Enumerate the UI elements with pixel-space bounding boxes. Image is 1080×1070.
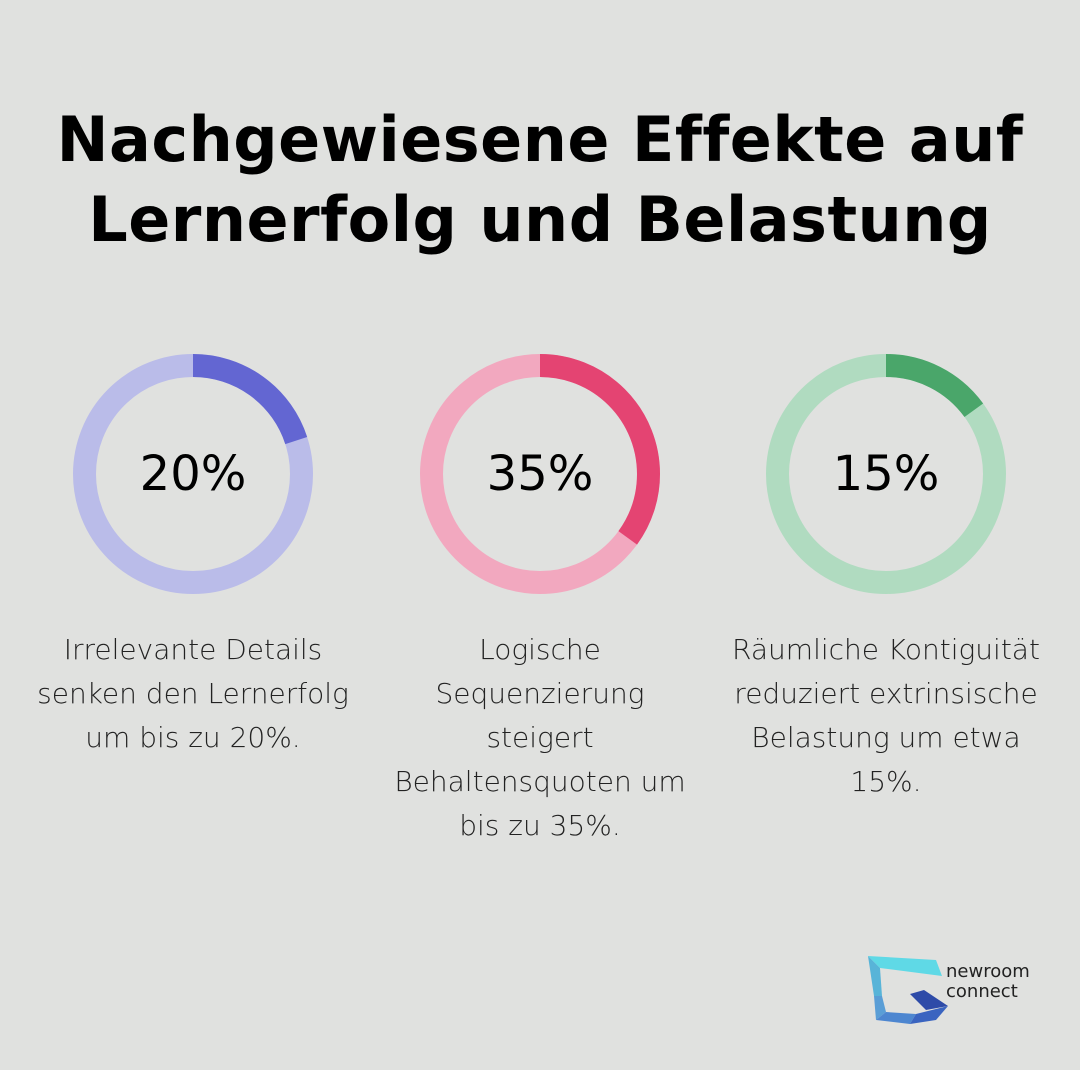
donut-chart: 20% xyxy=(73,354,313,594)
newroom-connect-logo xyxy=(868,956,948,1024)
donut-description: Irrelevante Details senken den Lernerfol… xyxy=(37,633,349,754)
logo-line-2: connect xyxy=(946,981,1018,1002)
donut-percent-label: 20% xyxy=(139,446,247,502)
donut-chart: 35% xyxy=(420,354,660,594)
donut-percent-label: 35% xyxy=(486,446,594,502)
donut-value-arc xyxy=(766,354,1006,594)
donut-chart: 15% xyxy=(766,354,1006,594)
donut-value-arc xyxy=(420,354,660,594)
title-line-2: Lernerfolg und Belastung xyxy=(88,183,992,256)
donut-description: Räumliche Kontiguität reduziert extrinsi… xyxy=(732,633,1040,798)
donut-description: Logische Sequenzierung steigert Behalten… xyxy=(394,633,686,842)
logo-text: newroom connect xyxy=(946,962,1030,1002)
page-title: Nachgewiesene Effekte auf Lernerfolg und… xyxy=(0,100,1080,260)
logo-line-1: newroom xyxy=(946,961,1030,982)
donut-percent-label: 15% xyxy=(832,446,940,502)
title-line-1: Nachgewiesene Effekte auf xyxy=(56,103,1024,176)
donut-value-arc xyxy=(73,354,313,594)
